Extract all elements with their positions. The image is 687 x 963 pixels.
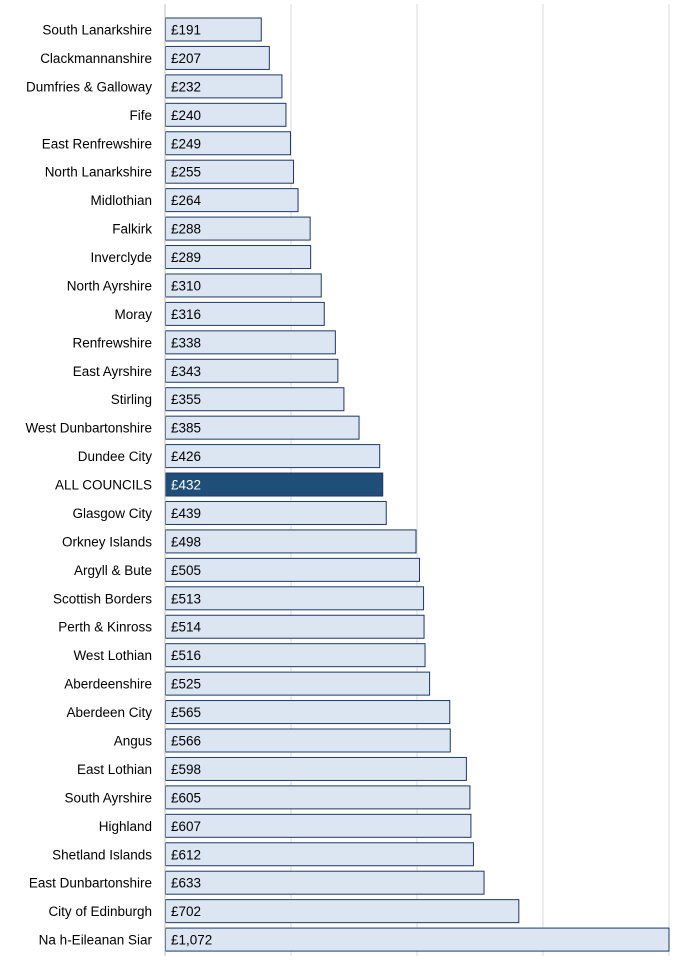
- value-label: £505: [171, 563, 201, 578]
- category-label: East Ayrshire: [73, 364, 152, 379]
- value-label: £598: [171, 762, 201, 777]
- category-label: West Dunbartonshire: [25, 421, 152, 436]
- category-label: Renfrewshire: [72, 335, 152, 350]
- category-label: Shetland Islands: [52, 847, 152, 862]
- category-label: North Lanarkshire: [45, 165, 152, 180]
- category-label: West Lothian: [73, 648, 152, 663]
- category-label: East Lothian: [77, 762, 152, 777]
- value-label: £633: [171, 876, 201, 891]
- category-label: Perth & Kinross: [58, 620, 152, 635]
- value-label: £513: [171, 591, 201, 606]
- category-label: East Renfrewshire: [42, 136, 152, 151]
- category-label: Glasgow City: [72, 506, 152, 521]
- value-label: £240: [171, 108, 201, 123]
- category-label: Scottish Borders: [53, 591, 152, 606]
- bar: [165, 899, 520, 924]
- bar: [165, 586, 425, 611]
- category-label: City of Edinburgh: [48, 904, 152, 919]
- bar: [165, 529, 417, 554]
- category-label: Angus: [114, 734, 153, 749]
- bar: [165, 870, 485, 895]
- category-label: Stirling: [111, 392, 152, 407]
- value-label: £498: [171, 534, 201, 549]
- value-label: £516: [171, 648, 201, 663]
- value-label: £310: [171, 278, 201, 293]
- value-label: £525: [171, 677, 201, 692]
- category-label: Aberdeen City: [66, 705, 152, 720]
- value-label: £207: [171, 51, 201, 66]
- bar: [165, 700, 451, 725]
- bar: [165, 785, 471, 810]
- category-label: Inverclyde: [90, 250, 152, 265]
- category-label: ALL COUNCILS: [55, 478, 152, 493]
- value-label: £432: [171, 478, 201, 493]
- category-label: Aberdeenshire: [64, 677, 152, 692]
- category-label: Dumfries & Galloway: [26, 79, 152, 94]
- category-labels: South Lanarkshire Clackmannanshire Dumfrie…: [25, 23, 152, 948]
- bars: [165, 17, 670, 952]
- value-label: £702: [171, 904, 201, 919]
- category-label: North Ayrshire: [67, 278, 152, 293]
- category-label: South Ayrshire: [64, 790, 152, 805]
- bar: [165, 643, 426, 668]
- category-label: Argyll & Bute: [74, 563, 152, 578]
- value-label: £566: [171, 734, 201, 749]
- value-label: £264: [171, 193, 202, 208]
- value-label: £288: [171, 222, 201, 237]
- value-label: £249: [171, 136, 201, 151]
- value-label: £426: [171, 449, 201, 464]
- value-label: £343: [171, 364, 201, 379]
- value-label: £607: [171, 819, 201, 834]
- bar: [165, 842, 474, 867]
- bar: [165, 728, 451, 753]
- value-label: £232: [171, 79, 201, 94]
- bar: [165, 671, 431, 696]
- value-label: £1,072: [171, 933, 212, 948]
- value-label: £316: [171, 307, 201, 322]
- category-label: South Lanarkshire: [42, 23, 152, 38]
- category-label: Moray: [114, 307, 152, 322]
- category-label: Clackmannanshire: [40, 51, 152, 66]
- value-label: £355: [171, 392, 201, 407]
- value-label: £385: [171, 421, 201, 436]
- value-label: £605: [171, 790, 201, 805]
- value-labels: £191 £207 £232 £240 £249 £255 £264 £288 £289 £310…: [171, 23, 212, 948]
- bar: [165, 557, 421, 582]
- category-label: East Dunbartonshire: [29, 876, 152, 891]
- category-label: Orkney Islands: [62, 534, 152, 549]
- value-label: £255: [171, 165, 201, 180]
- value-label: £439: [171, 506, 201, 521]
- bar: [165, 813, 472, 838]
- bar: [165, 927, 670, 952]
- value-label: £289: [171, 250, 201, 265]
- value-label: £514: [171, 620, 202, 635]
- value-label: £338: [171, 335, 201, 350]
- value-label: £191: [171, 23, 201, 38]
- category-label: Fife: [129, 108, 152, 123]
- value-label: £612: [171, 847, 201, 862]
- value-label: £565: [171, 705, 201, 720]
- category-label: Midlothian: [90, 193, 152, 208]
- category-label: Falkirk: [112, 222, 152, 237]
- bar: [165, 756, 467, 781]
- category-label: Dundee City: [78, 449, 153, 464]
- category-label: Highland: [99, 819, 152, 834]
- bar: [165, 614, 425, 639]
- category-label: Na h-Eileanan Siar: [39, 933, 153, 948]
